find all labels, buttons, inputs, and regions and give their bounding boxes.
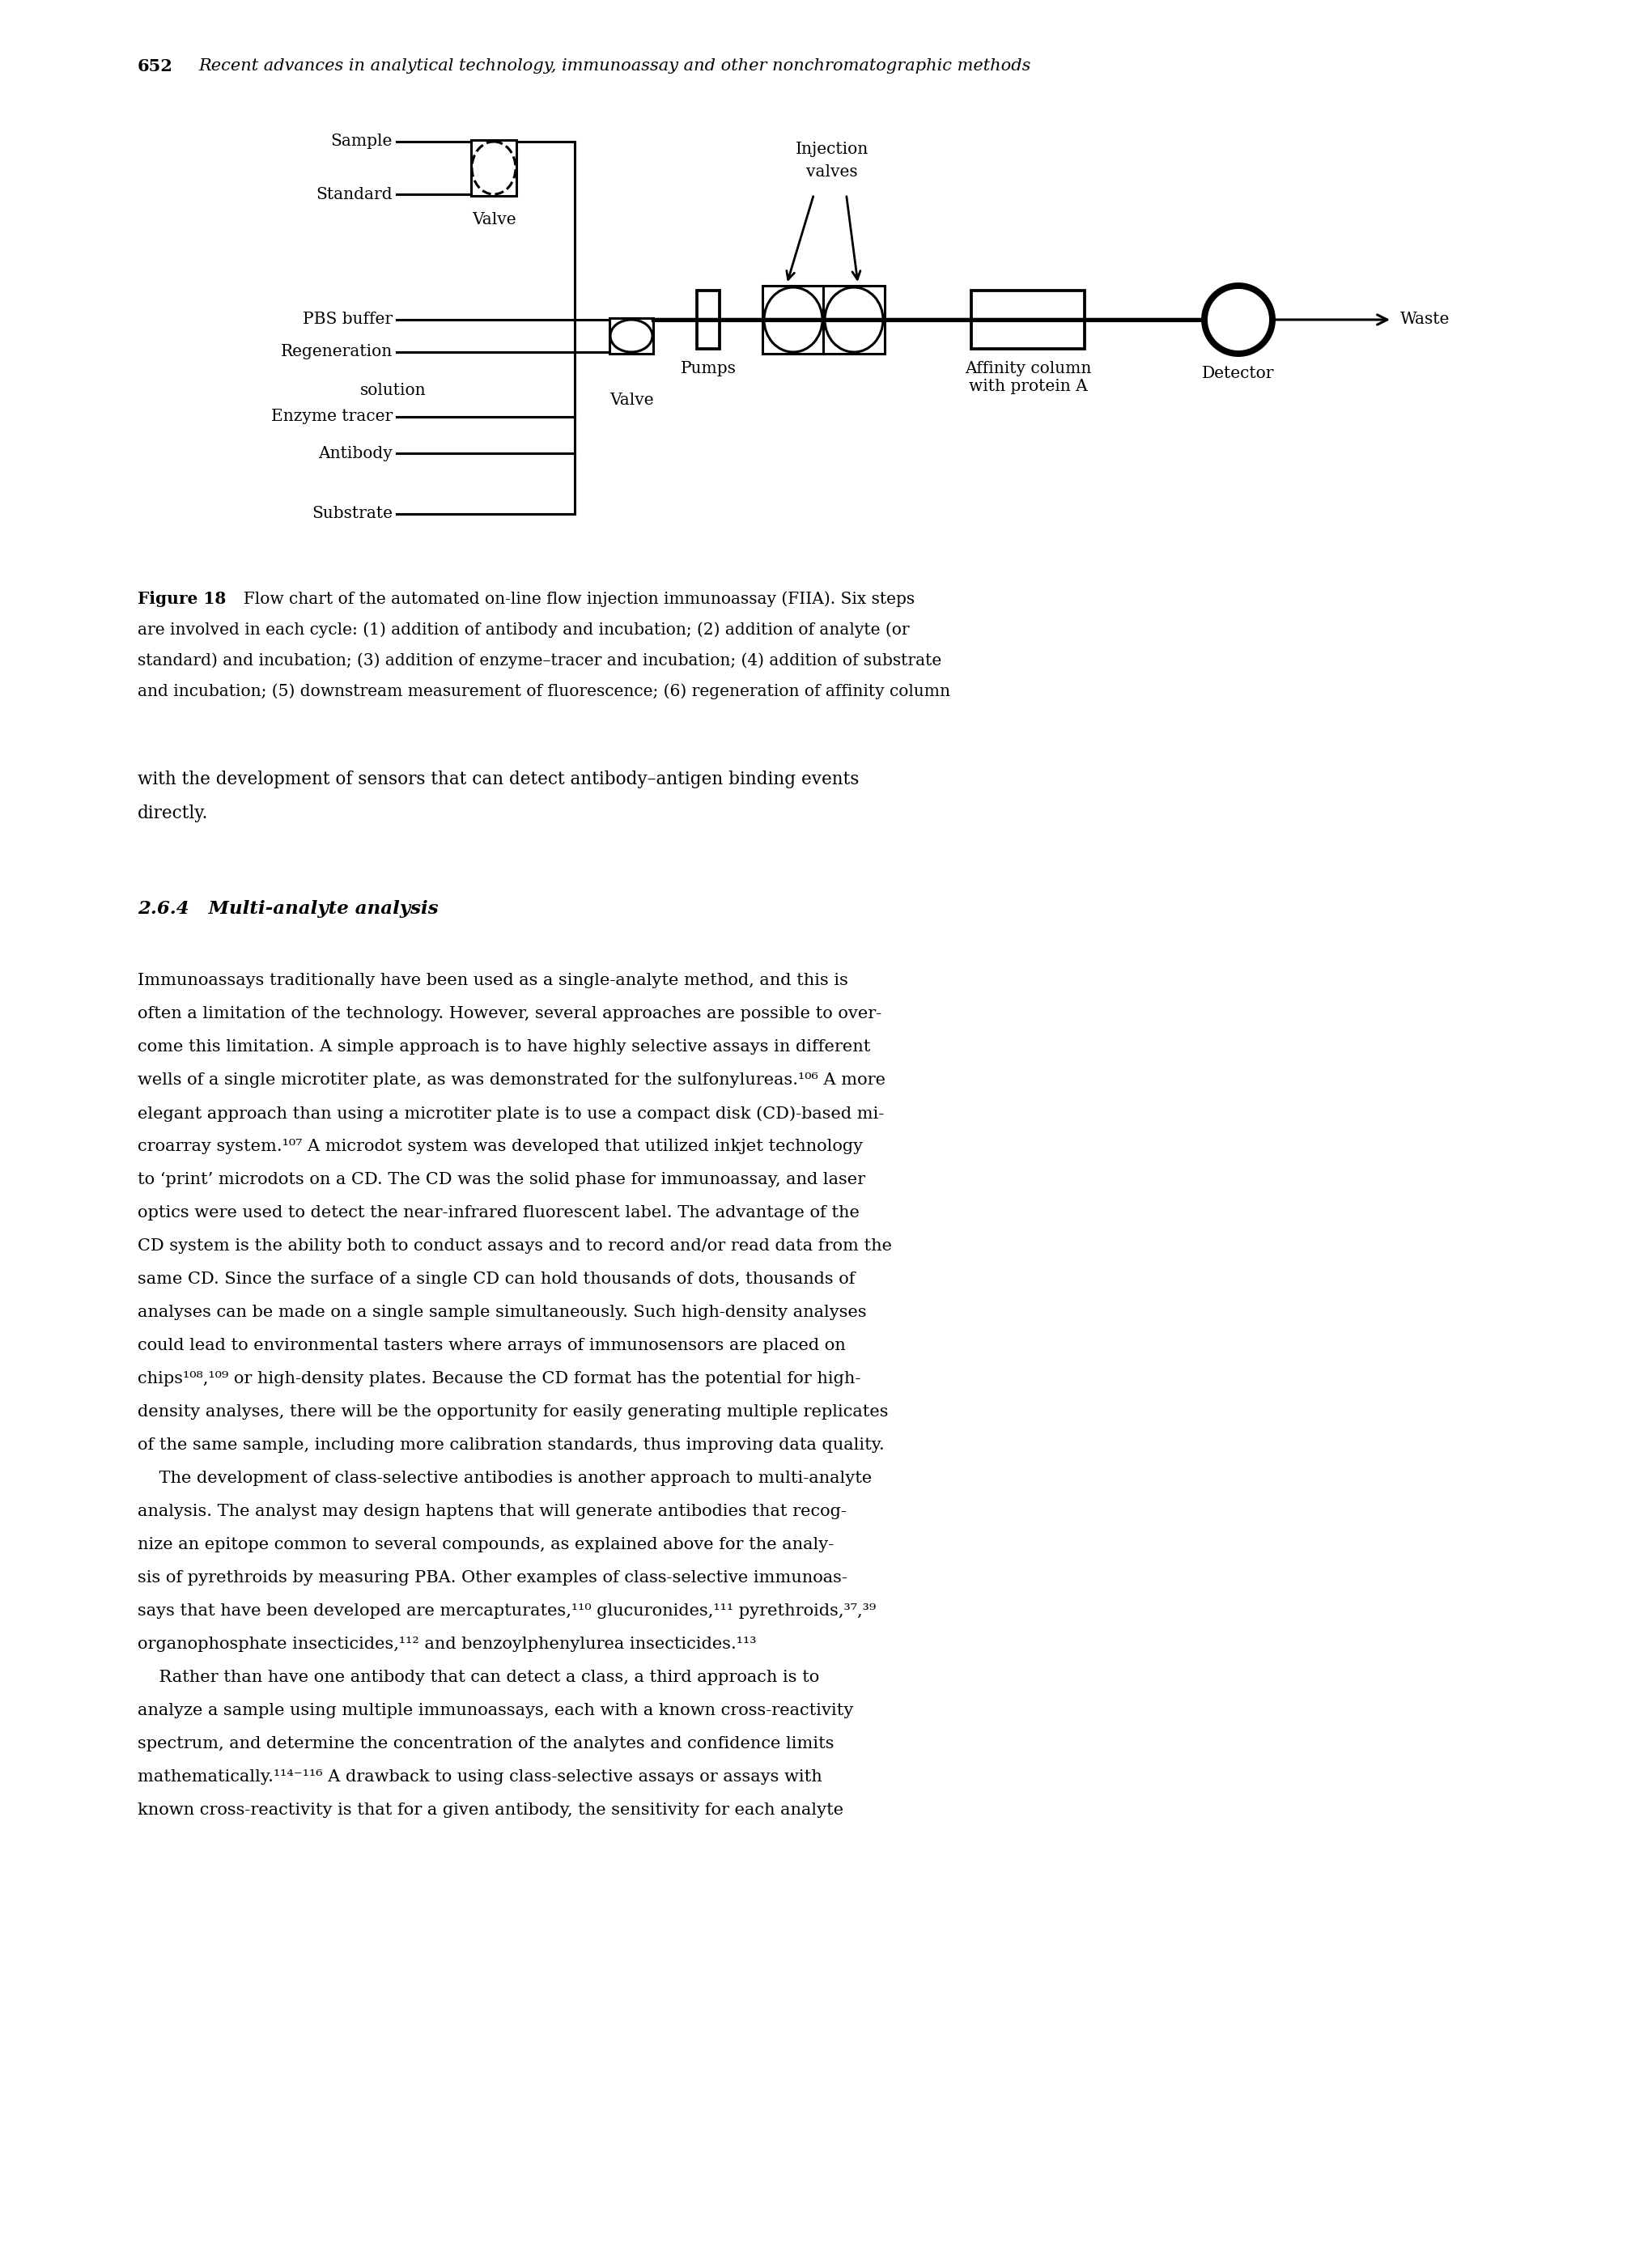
Text: standard) and incubation; (3) addition of enzyme–tracer and incubation; (4) addi: standard) and incubation; (3) addition o… bbox=[137, 651, 942, 669]
Text: CD system is the ability both to conduct assays and to record and/or read data f: CD system is the ability both to conduct… bbox=[137, 1238, 892, 1253]
Text: could lead to environmental tasters where arrays of immunosensors are placed on: could lead to environmental tasters wher… bbox=[137, 1339, 846, 1354]
Text: with the development of sensors that can detect antibody–antigen binding events: with the development of sensors that can… bbox=[137, 770, 859, 788]
Text: Standard: Standard bbox=[316, 186, 393, 202]
Text: of the same sample, including more calibration standards, thus improving data qu: of the same sample, including more calib… bbox=[137, 1437, 884, 1453]
Text: often a limitation of the technology. However, several approaches are possible t: often a limitation of the technology. Ho… bbox=[137, 1006, 882, 1022]
Text: analyses can be made on a single sample simultaneously. Such high-density analys: analyses can be made on a single sample … bbox=[137, 1305, 867, 1321]
Text: says that have been developed are mercapturates,¹¹⁰ glucuronides,¹¹¹ pyrethroids: says that have been developed are mercap… bbox=[137, 1604, 876, 1619]
Text: Regeneration: Regeneration bbox=[281, 344, 393, 359]
Text: Antibody: Antibody bbox=[319, 445, 393, 460]
Text: directly.: directly. bbox=[137, 804, 208, 822]
Text: The development of class-selective antibodies is another approach to multi-analy: The development of class-selective antib… bbox=[137, 1471, 872, 1487]
Text: Sample: Sample bbox=[330, 135, 393, 148]
Text: and incubation; (5) downstream measurement of fluorescence; (6) regeneration of : and incubation; (5) downstream measureme… bbox=[137, 683, 950, 699]
Bar bbox=[610, 319, 653, 353]
Text: Figure 18: Figure 18 bbox=[137, 591, 226, 606]
Text: PBS buffer: PBS buffer bbox=[302, 312, 393, 328]
Text: nize an epitope common to several compounds, as explained above for the analy-: nize an epitope common to several compou… bbox=[137, 1536, 834, 1552]
Ellipse shape bbox=[765, 287, 823, 353]
Text: same CD. Since the surface of a single CD can hold thousands of dots, thousands : same CD. Since the surface of a single C… bbox=[137, 1271, 856, 1287]
Text: optics were used to detect the near-infrared fluorescent label. The advantage of: optics were used to detect the near-infr… bbox=[137, 1206, 859, 1220]
Text: come this limitation. A simple approach is to have highly selective assays in di: come this limitation. A simple approach … bbox=[137, 1040, 871, 1056]
Text: Affinity column
with protein A: Affinity column with protein A bbox=[965, 362, 1092, 393]
Text: Enzyme tracer: Enzyme tracer bbox=[271, 409, 393, 424]
Bar bbox=[471, 139, 517, 195]
Text: Valve: Valve bbox=[471, 211, 515, 227]
Bar bbox=[763, 285, 824, 353]
Text: valves: valves bbox=[806, 164, 857, 180]
Bar bbox=[971, 290, 1085, 348]
Text: to ‘print’ microdots on a CD. The CD was the solid phase for immunoassay, and la: to ‘print’ microdots on a CD. The CD was… bbox=[137, 1172, 866, 1188]
Bar bbox=[697, 290, 720, 348]
Text: chips¹⁰⁸,¹⁰⁹ or high-density plates. Because the CD format has the potential for: chips¹⁰⁸,¹⁰⁹ or high-density plates. Bec… bbox=[137, 1370, 861, 1386]
Text: Detector: Detector bbox=[1203, 366, 1275, 382]
Text: density analyses, there will be the opportunity for easily generating multiple r: density analyses, there will be the oppo… bbox=[137, 1404, 889, 1419]
Text: Waste: Waste bbox=[1401, 312, 1450, 328]
Text: Substrate: Substrate bbox=[312, 505, 393, 521]
Text: solution: solution bbox=[360, 382, 426, 398]
Text: analyze a sample using multiple immunoassays, each with a known cross-reactivity: analyze a sample using multiple immunoas… bbox=[137, 1702, 854, 1718]
Text: 652: 652 bbox=[137, 58, 173, 74]
Text: Recent advances in analytical technology, immunoassay and other nonchromatograph: Recent advances in analytical technology… bbox=[198, 58, 1031, 74]
Text: Injection: Injection bbox=[795, 141, 869, 157]
Text: croarray system.¹⁰⁷ A microdot system was developed that utilized inkjet technol: croarray system.¹⁰⁷ A microdot system wa… bbox=[137, 1139, 862, 1154]
Text: wells of a single microtiter plate, as was demonstrated for the sulfonylureas.¹⁰: wells of a single microtiter plate, as w… bbox=[137, 1071, 885, 1087]
Text: Flow chart of the automated on-line flow injection immunoassay (FIIA). Six steps: Flow chart of the automated on-line flow… bbox=[233, 591, 915, 606]
Text: organophosphate insecticides,¹¹² and benzoylphenylurea insecticides.¹¹³: organophosphate insecticides,¹¹² and ben… bbox=[137, 1637, 757, 1651]
Text: are involved in each cycle: (1) addition of antibody and incubation; (2) additio: are involved in each cycle: (1) addition… bbox=[137, 622, 910, 638]
Text: Immunoassays traditionally have been used as a single-analyte method, and this i: Immunoassays traditionally have been use… bbox=[137, 973, 847, 988]
Text: Valve: Valve bbox=[610, 393, 654, 409]
Text: mathematically.¹¹⁴⁻¹¹⁶ A drawback to using class-selective assays or assays with: mathematically.¹¹⁴⁻¹¹⁶ A drawback to usi… bbox=[137, 1770, 823, 1786]
Text: 2.6.4   Multi-analyte analysis: 2.6.4 Multi-analyte analysis bbox=[137, 901, 438, 919]
Text: elegant approach than using a microtiter plate is to use a compact disk (CD)-bas: elegant approach than using a microtiter… bbox=[137, 1105, 884, 1121]
Text: sis of pyrethroids by measuring PBA. Other examples of class-selective immunoas-: sis of pyrethroids by measuring PBA. Oth… bbox=[137, 1570, 847, 1586]
Bar bbox=[823, 285, 885, 353]
Text: Rather than have one antibody that can detect a class, a third approach is to: Rather than have one antibody that can d… bbox=[137, 1669, 819, 1684]
Ellipse shape bbox=[824, 287, 884, 353]
Text: Pumps: Pumps bbox=[681, 362, 737, 377]
Text: spectrum, and determine the concentration of the analytes and confidence limits: spectrum, and determine the concentratio… bbox=[137, 1736, 834, 1752]
Text: known cross-reactivity is that for a given antibody, the sensitivity for each an: known cross-reactivity is that for a giv… bbox=[137, 1804, 844, 1817]
Text: analysis. The analyst may design haptens that will generate antibodies that reco: analysis. The analyst may design haptens… bbox=[137, 1505, 846, 1518]
